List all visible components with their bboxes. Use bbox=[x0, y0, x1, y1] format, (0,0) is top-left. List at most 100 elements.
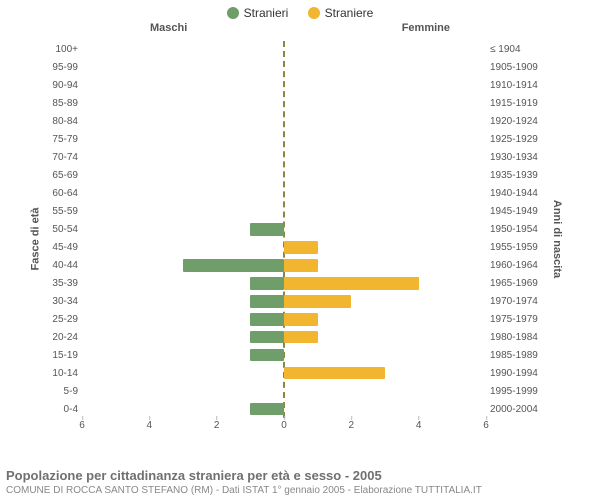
header-female: Femmine bbox=[402, 22, 450, 34]
birth-year-label: 1920-1924 bbox=[486, 116, 538, 127]
female-half bbox=[284, 238, 486, 256]
female-half bbox=[284, 167, 486, 185]
birth-year-label: 1905-1909 bbox=[486, 62, 538, 73]
age-label: 75-79 bbox=[52, 134, 82, 145]
male-half bbox=[82, 238, 284, 256]
birth-year-label: 1940-1944 bbox=[486, 188, 538, 199]
female-half bbox=[284, 364, 486, 382]
age-label: 40-44 bbox=[52, 260, 82, 271]
age-label: 70-74 bbox=[52, 152, 82, 163]
chart-footer: Popolazione per cittadinanza straniera p… bbox=[6, 468, 594, 496]
table-row: 55-591945-1949 bbox=[82, 203, 486, 221]
female-half bbox=[284, 77, 486, 95]
table-row: 65-691935-1939 bbox=[82, 167, 486, 185]
table-row: 85-891915-1919 bbox=[82, 95, 486, 113]
male-half bbox=[82, 41, 284, 59]
table-row: 20-241980-1984 bbox=[82, 328, 486, 346]
female-half bbox=[284, 346, 486, 364]
legend-swatch-female bbox=[308, 7, 320, 19]
female-half bbox=[284, 328, 486, 346]
birth-year-label: 1945-1949 bbox=[486, 206, 538, 217]
table-row: 10-141990-1994 bbox=[82, 364, 486, 382]
age-label: 60-64 bbox=[52, 188, 82, 199]
table-row: 90-941910-1914 bbox=[82, 77, 486, 95]
birth-year-label: 1975-1979 bbox=[486, 314, 538, 325]
bar-female bbox=[284, 277, 419, 290]
birth-year-label: 1925-1929 bbox=[486, 134, 538, 145]
x-tick: 4 bbox=[147, 420, 153, 431]
birth-year-label: 1960-1964 bbox=[486, 260, 538, 271]
birth-year-label: ≤ 1904 bbox=[486, 44, 521, 55]
birth-year-label: 2000-2004 bbox=[486, 404, 538, 415]
female-half bbox=[284, 149, 486, 167]
table-row: 35-391965-1969 bbox=[82, 274, 486, 292]
female-half bbox=[284, 292, 486, 310]
bar-female bbox=[284, 367, 385, 380]
age-label: 30-34 bbox=[52, 296, 82, 307]
birth-year-label: 1955-1959 bbox=[486, 242, 538, 253]
male-half bbox=[82, 203, 284, 221]
bar-male bbox=[250, 349, 284, 362]
female-half bbox=[284, 256, 486, 274]
table-row: 95-991905-1909 bbox=[82, 59, 486, 77]
table-row: 75-791925-1929 bbox=[82, 131, 486, 149]
bar-male bbox=[250, 313, 284, 326]
male-half bbox=[82, 328, 284, 346]
birth-year-label: 1950-1954 bbox=[486, 224, 538, 235]
birth-year-label: 1970-1974 bbox=[486, 296, 538, 307]
female-half bbox=[284, 131, 486, 149]
birth-year-label: 1980-1984 bbox=[486, 332, 538, 343]
male-half bbox=[82, 400, 284, 418]
age-label: 5-9 bbox=[64, 386, 82, 397]
legend-label-female: Straniere bbox=[325, 6, 374, 20]
male-half bbox=[82, 221, 284, 239]
table-row: 40-441960-1964 bbox=[82, 256, 486, 274]
header-male: Maschi bbox=[150, 22, 187, 34]
female-half bbox=[284, 203, 486, 221]
bar-male bbox=[250, 403, 284, 416]
male-half bbox=[82, 310, 284, 328]
age-label: 15-19 bbox=[52, 350, 82, 361]
male-half bbox=[82, 256, 284, 274]
male-half bbox=[82, 185, 284, 203]
age-label: 35-39 bbox=[52, 278, 82, 289]
bar-female bbox=[284, 241, 318, 254]
female-half bbox=[284, 41, 486, 59]
x-tick: 6 bbox=[79, 420, 85, 431]
table-row: 5-91995-1999 bbox=[82, 382, 486, 400]
female-half bbox=[284, 310, 486, 328]
table-row: 25-291975-1979 bbox=[82, 310, 486, 328]
female-half bbox=[284, 400, 486, 418]
x-tick: 4 bbox=[416, 420, 422, 431]
birth-year-label: 1965-1969 bbox=[486, 278, 538, 289]
legend-swatch-male bbox=[227, 7, 239, 19]
birth-year-label: 1935-1939 bbox=[486, 170, 538, 181]
bar-male bbox=[250, 295, 284, 308]
birth-year-label: 1995-1999 bbox=[486, 386, 538, 397]
bar-female bbox=[284, 331, 318, 344]
legend-label-male: Stranieri bbox=[244, 6, 289, 20]
table-row: 60-641940-1944 bbox=[82, 185, 486, 203]
age-label: 100+ bbox=[55, 44, 82, 55]
table-row: 70-741930-1934 bbox=[82, 149, 486, 167]
female-half bbox=[284, 382, 486, 400]
x-tick: 2 bbox=[214, 420, 220, 431]
age-label: 55-59 bbox=[52, 206, 82, 217]
male-half bbox=[82, 131, 284, 149]
male-half bbox=[82, 364, 284, 382]
male-half bbox=[82, 77, 284, 95]
age-label: 10-14 bbox=[52, 368, 82, 379]
female-half bbox=[284, 95, 486, 113]
legend: Stranieri Straniere bbox=[0, 0, 600, 22]
x-tick: 2 bbox=[349, 420, 355, 431]
chart-subtitle: COMUNE DI ROCCA SANTO STEFANO (RM) - Dat… bbox=[6, 485, 594, 496]
birth-year-label: 1910-1914 bbox=[486, 80, 538, 91]
age-label: 50-54 bbox=[52, 224, 82, 235]
bar-male bbox=[250, 277, 284, 290]
birth-year-label: 1930-1934 bbox=[486, 152, 538, 163]
age-label: 85-89 bbox=[52, 98, 82, 109]
bar-female bbox=[284, 259, 318, 272]
bar-female bbox=[284, 313, 318, 326]
legend-item-female: Straniere bbox=[308, 6, 374, 20]
male-half bbox=[82, 382, 284, 400]
